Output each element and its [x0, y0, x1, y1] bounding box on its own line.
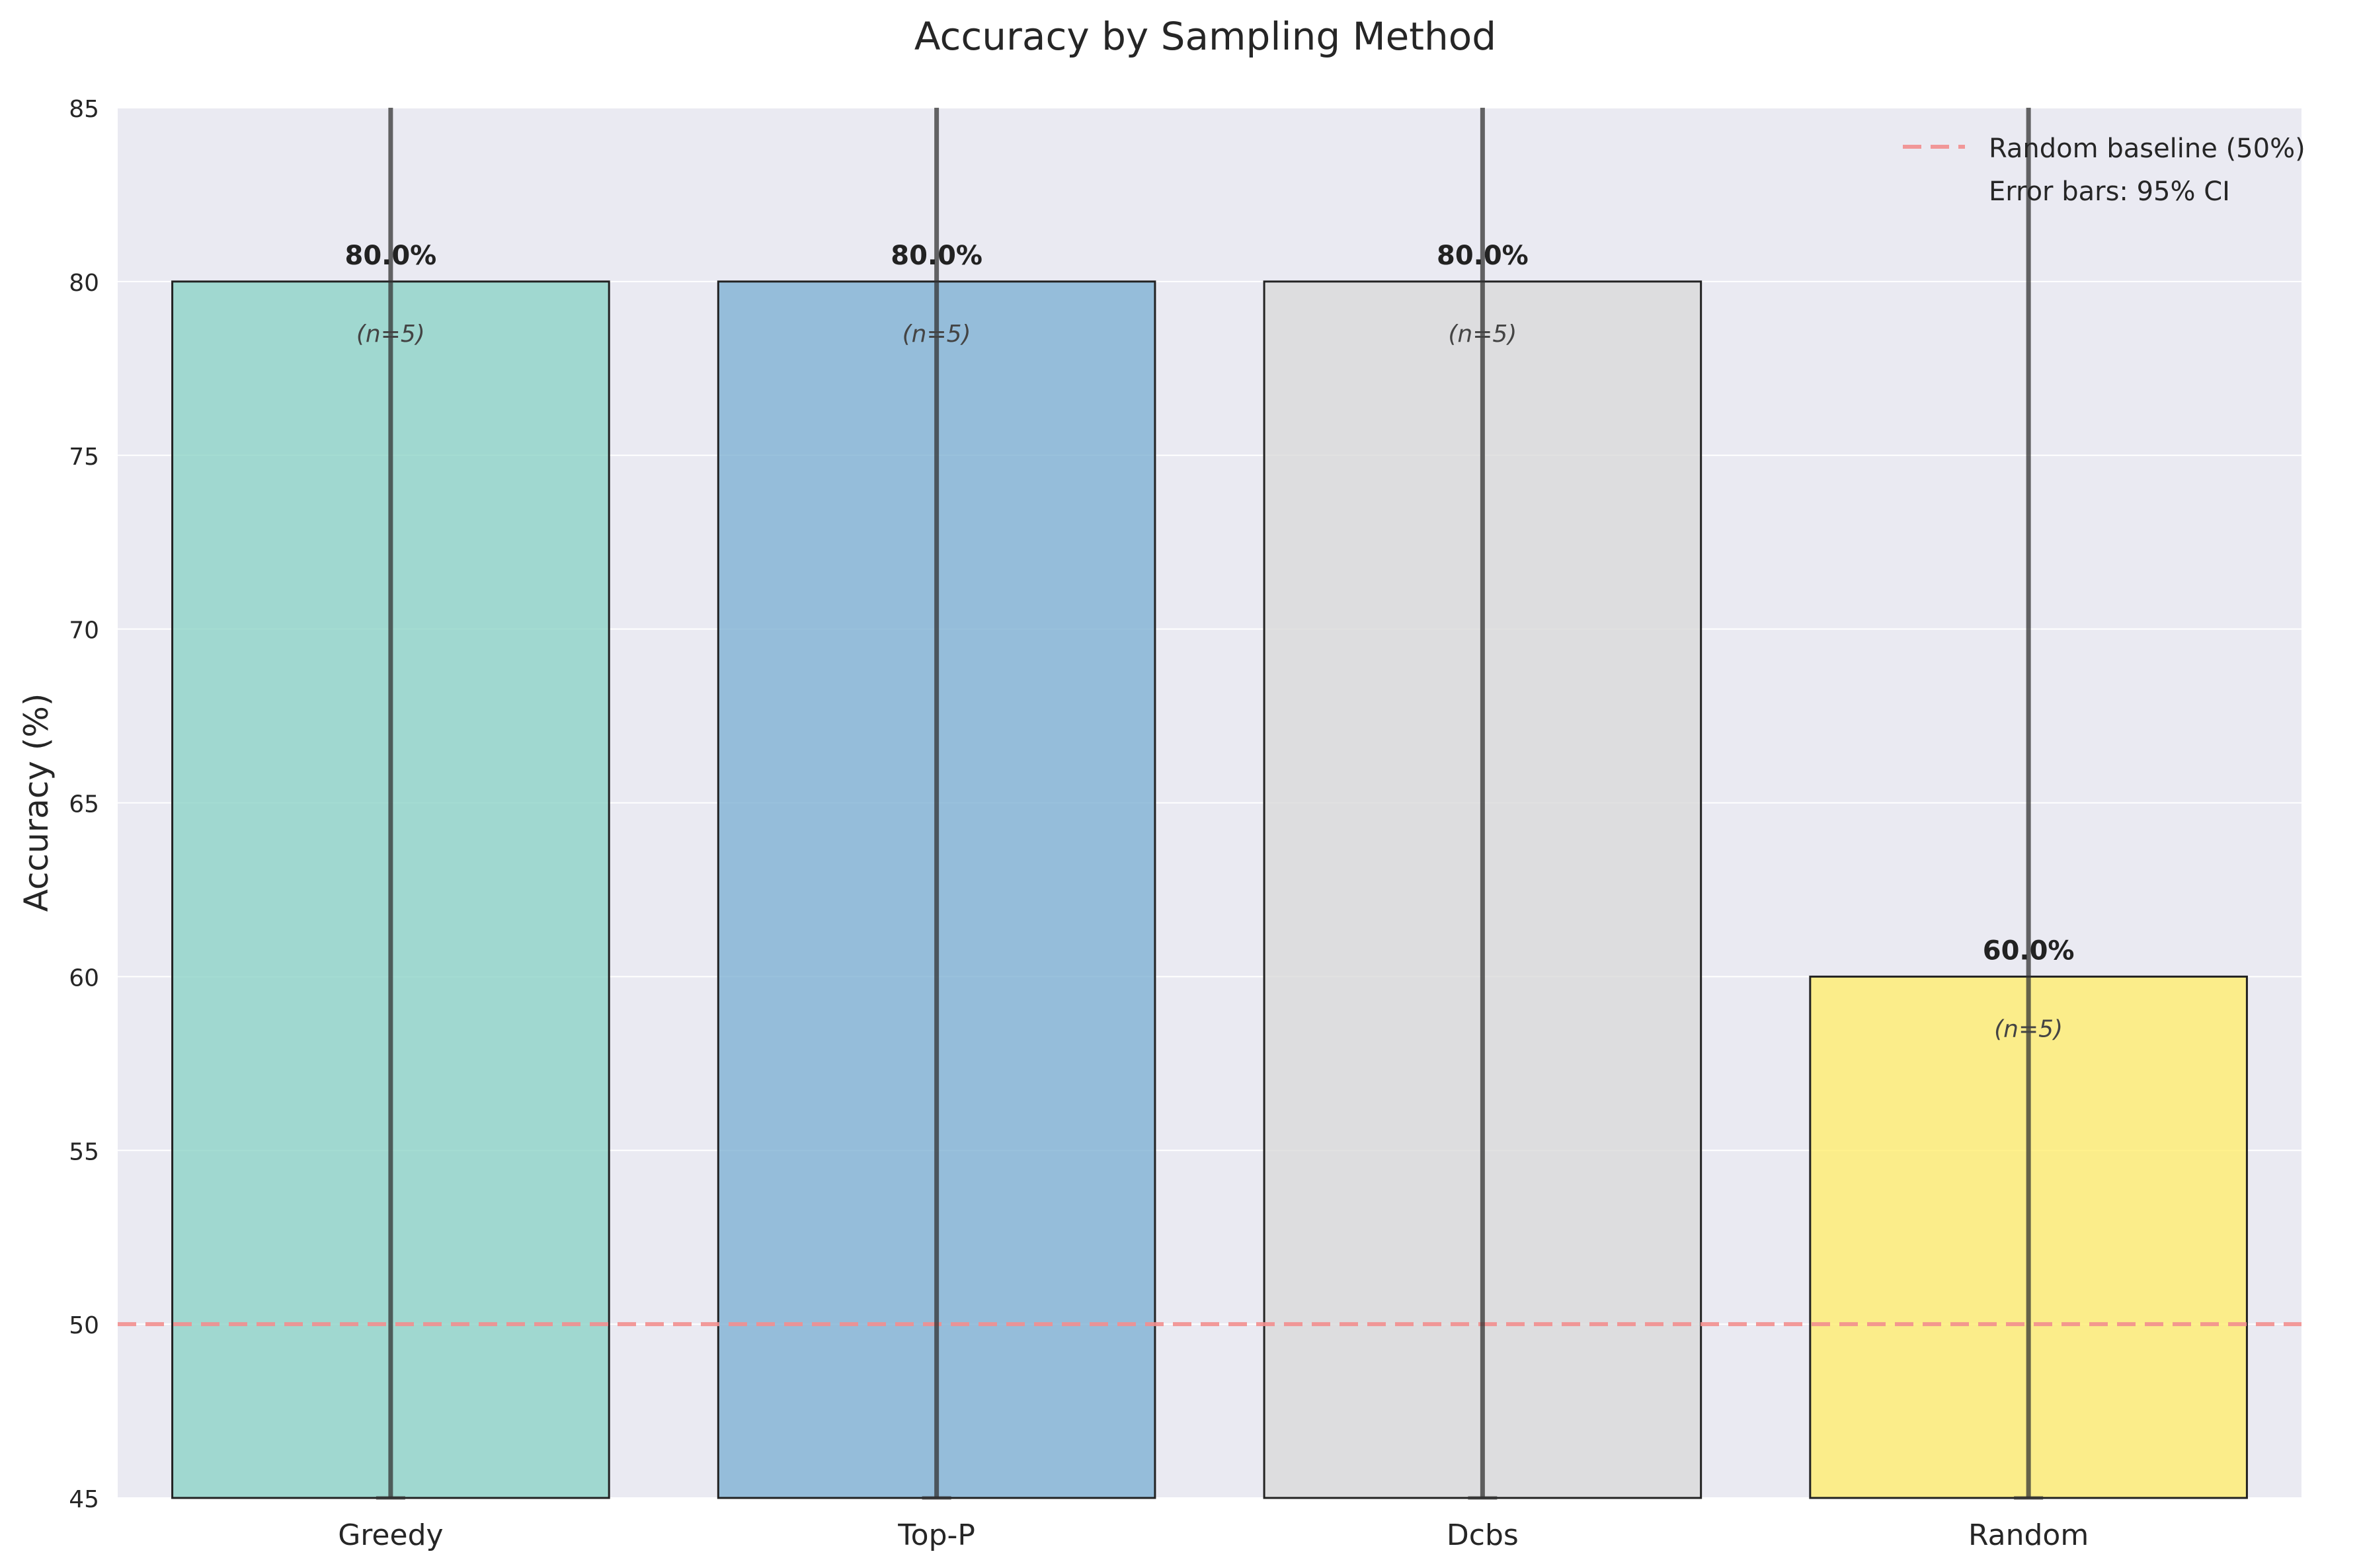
bar-value-label: 80.0%: [1437, 241, 1529, 271]
x-axis-ticks: Greedy Top-P Dcbs Random: [338, 1518, 2089, 1552]
y-tick-label: 45: [69, 1486, 99, 1513]
y-tick-label: 55: [69, 1138, 99, 1165]
bar-value-label: 60.0%: [1983, 935, 2075, 966]
bar-value-label: 80.0%: [344, 241, 436, 271]
y-axis-ticks: 45 50 55 60 65 70 75 80 85: [69, 96, 99, 1513]
legend-baseline-label: Random baseline (50%): [1989, 134, 2305, 164]
bar-sample-label: (n=5): [1994, 1015, 2063, 1042]
bar-sample-label: (n=5): [902, 321, 971, 348]
y-tick-label: 60: [69, 964, 99, 992]
y-axis-label: Accuracy (%): [17, 693, 56, 912]
legend-errorbar-note: Error bars: 95% CI: [1989, 176, 2230, 207]
legend: Random baseline (50%) Error bars: 95% CI: [1903, 134, 2305, 207]
y-tick-label: 70: [69, 617, 99, 645]
x-tick-label: Dcbs: [1447, 1518, 1519, 1552]
y-tick-label: 75: [69, 444, 99, 471]
error-bars: [376, 108, 2044, 1500]
chart-title: Accuracy by Sampling Method: [914, 14, 1496, 59]
bar-labels: 80.0% (n=5) 80.0% (n=5) 80.0% (n=5) 60.0% (n=5): [344, 241, 2074, 1043]
y-tick-label: 50: [69, 1312, 99, 1339]
y-tick-label: 85: [69, 96, 99, 123]
bar-sample-label: (n=5): [356, 321, 425, 348]
y-tick-label: 65: [69, 791, 99, 818]
bar-value-label: 80.0%: [891, 241, 982, 271]
bar-sample-label: (n=5): [1448, 321, 1517, 348]
y-tick-label: 80: [69, 270, 99, 297]
x-tick-label: Top-P: [897, 1518, 975, 1552]
x-tick-label: Random: [1968, 1518, 2089, 1552]
x-tick-label: Greedy: [338, 1518, 443, 1552]
